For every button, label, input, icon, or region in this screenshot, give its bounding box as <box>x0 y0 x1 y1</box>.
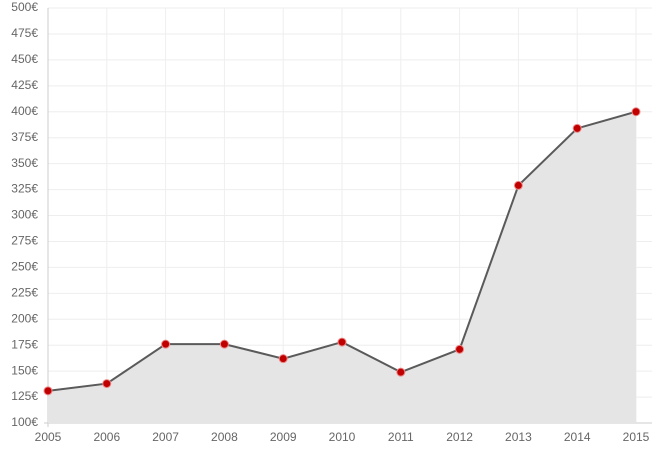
point <box>572 123 582 133</box>
x-tick-label: 2012 <box>446 430 473 444</box>
area <box>48 111 636 423</box>
y-tick-label: 200€ <box>11 311 38 325</box>
y-tick-label: 350€ <box>11 156 38 170</box>
y-tick-label: 175€ <box>11 337 38 351</box>
point <box>43 386 53 396</box>
x-tick-label: 2006 <box>93 430 120 444</box>
x-tick-label: 2013 <box>505 430 532 444</box>
point <box>219 339 229 349</box>
x-tick-label: 2010 <box>329 430 356 444</box>
point <box>631 107 641 117</box>
y-tick-label: 300€ <box>11 208 38 222</box>
x-tick-label: 2007 <box>152 430 179 444</box>
y-tick-label: 475€ <box>11 26 38 40</box>
y-tick-label: 425€ <box>11 78 38 92</box>
y-tick-label: 450€ <box>11 52 38 66</box>
x-tick-label: 2009 <box>270 430 297 444</box>
x-tick-label: 2008 <box>211 430 238 444</box>
point <box>278 354 288 364</box>
y-tick-label: 250€ <box>11 260 38 274</box>
x-tick-label: 2015 <box>623 430 650 444</box>
x-tick-label: 2011 <box>388 430 414 444</box>
point <box>337 337 347 347</box>
y-tick-label: 125€ <box>11 389 38 403</box>
point <box>102 379 112 389</box>
y-tick-label: 100€ <box>11 415 38 429</box>
point <box>513 180 523 190</box>
y-tick-label: 500€ <box>11 0 38 14</box>
y-tick-label: 325€ <box>11 182 38 196</box>
x-tick-label: 2005 <box>35 430 62 444</box>
point <box>161 339 171 349</box>
x-tick-label: 2014 <box>564 430 591 444</box>
y-tick-label: 150€ <box>11 363 38 377</box>
y-tick-label: 375€ <box>11 130 38 144</box>
y-tick-label: 400€ <box>11 104 38 118</box>
point <box>396 367 406 377</box>
y-tick-label: 275€ <box>11 234 38 248</box>
point <box>455 344 465 354</box>
y-tick-label: 225€ <box>11 285 38 299</box>
